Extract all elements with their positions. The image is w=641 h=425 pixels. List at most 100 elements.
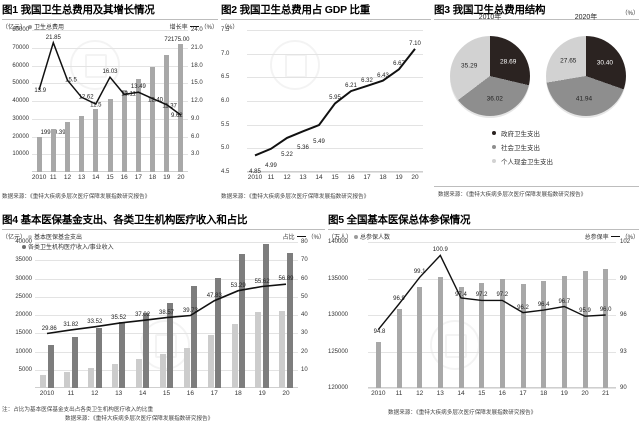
y-axis-label-left: 130000: [328, 312, 349, 318]
figure-3-legend-label: 个人现金卫生支出: [501, 159, 553, 166]
bar-medical-income: [95, 327, 102, 388]
line-value-label: 100.9: [432, 247, 448, 254]
y-axis-label-right: 3.0: [191, 151, 200, 158]
x-axis-tick: 20: [411, 174, 419, 181]
line-value-label: 38.57: [158, 309, 175, 316]
figure-4-legend-dark-label: 各类卫生机构医疗收入/事业收入: [28, 245, 114, 251]
bar: [93, 109, 99, 172]
x-axis-tick: 15: [331, 174, 339, 181]
y-axis-label-right: 60: [301, 275, 308, 282]
x-axis-tick: 18: [234, 390, 242, 397]
bar-insured-count: [437, 277, 443, 388]
bar-swatch-light-icon: [28, 234, 33, 239]
figure-1-legend-left: （亿元） 卫生总费用: [2, 22, 64, 31]
line-value-label: 4.85: [249, 169, 261, 176]
figure-1-left-unit: （亿元）: [2, 25, 27, 31]
line-value-label: 4.99: [265, 162, 277, 169]
x-axis-tick: 19: [395, 174, 403, 181]
legend-swatch-icon: [492, 159, 496, 163]
figure-1-right-unit: （%）: [200, 25, 218, 31]
x-axis-tick: 14: [138, 390, 147, 397]
line-value-label: 5.49: [313, 139, 325, 146]
line-value-label: 15.5: [65, 77, 77, 84]
gridline: [32, 47, 188, 49]
bar-medical-income: [71, 337, 78, 388]
pie-slice-value: 28.69: [500, 58, 517, 66]
share-ratio-line: [46, 283, 287, 335]
y-axis-label-right: 9.0: [191, 115, 200, 122]
divider: [2, 19, 218, 20]
figure-5-right-unit: （%）: [621, 235, 639, 241]
line-value-label: 95.9: [579, 308, 591, 315]
figure-4-source: 数据来源：《重特大疾病多层次医疗保障发展指数研究报告》: [65, 416, 214, 422]
x-axis-tick: 16: [186, 390, 195, 397]
bar: [65, 122, 70, 172]
x-axis-tick: 11: [49, 174, 57, 181]
figure-4-right-unit: （%）: [307, 235, 325, 241]
x-axis-tick: 11: [267, 174, 275, 181]
line-value-label: 6.67: [393, 61, 405, 68]
x-axis-tick: 20: [177, 174, 185, 181]
bar-insured-count: [603, 269, 609, 388]
x-axis-tick: 14: [457, 390, 465, 397]
bar-medical-income: [262, 243, 269, 388]
divider: [221, 19, 431, 20]
line-value-label: 33.52: [87, 318, 103, 325]
gridline: [368, 388, 616, 389]
y-axis-label-right: 6.0: [191, 133, 200, 140]
x-axis-tick: 2010: [371, 390, 386, 397]
line-value-label: 39.73: [182, 307, 198, 314]
y-axis-label-left: 5000: [18, 366, 32, 373]
pie-year-label: 2010年: [478, 14, 502, 21]
divider: [2, 229, 325, 230]
figure-5-plot: 140000 102 135000 99 130000 96 125000 93 120000 9…: [328, 239, 630, 397]
y-axis-label-left: 80000: [12, 27, 29, 33]
x-axis-tick: 2010: [247, 174, 263, 181]
x-axis-tick: 11: [67, 390, 75, 397]
x-axis-tick: 17: [363, 174, 371, 181]
gridline: [368, 242, 616, 243]
y-axis-label-right: 96: [620, 312, 627, 318]
gridline: [32, 30, 188, 31]
gridline: [247, 124, 423, 126]
y-axis-label-left: 30000: [12, 115, 29, 122]
figure-1-title: 图1 我国卫生总费用及其增长情况: [2, 4, 155, 16]
insurance-rate-line: [377, 254, 606, 331]
line-value-label: 13.49: [130, 84, 146, 91]
figure-3-legend-item: 政府卫生支出: [492, 128, 540, 138]
line-value-label: 97.2: [475, 292, 488, 299]
gridline: [247, 53, 423, 55]
gridline: [247, 172, 423, 173]
divider: [434, 19, 639, 20]
bar: [121, 89, 127, 172]
figure-1-legend-right: 增长率 （%）: [170, 22, 218, 31]
figure-2-title: 图2 我国卫生总费用占 GDP 比重: [221, 4, 371, 16]
bar-insured-count: [458, 287, 464, 388]
x-axis-line: [368, 387, 616, 388]
figure-3-unit: （%）: [621, 11, 639, 17]
figure-3-legend-label: 社会卫生支出: [501, 145, 540, 152]
figure-4-plot: 40000 80 35000 70 30000 60 25000 50 20000 40 15000…: [15, 239, 307, 397]
y-axis-label-right: 90: [620, 385, 627, 391]
y-axis-label-right: 99: [620, 275, 627, 282]
figure-2-source: 数据来源：《重特大疾病多层次医疗保障发展指数研究报告》: [221, 194, 370, 200]
figure-5-legend-left: （万人） 总参保人数: [328, 232, 390, 241]
y-axis-label-right: 24.0: [191, 27, 203, 33]
figure-4-legend-line-label: 占比: [282, 235, 295, 241]
bar-medical-income: [143, 312, 150, 388]
y-axis-label-left: 120000: [328, 385, 349, 391]
figure-3-legend-item: 社会卫生支出: [492, 142, 540, 152]
line-swatch-icon: [189, 25, 199, 28]
figure-4-legend-dark: 各类卫生机构医疗收入/事业收入: [2, 242, 114, 251]
y-axis-label-right: 15.0: [191, 80, 203, 87]
bar-insured-count: [499, 279, 505, 388]
line-value-label: 29.86: [41, 325, 57, 332]
y-axis-label-left: 40000: [12, 98, 29, 104]
line-value-label: 9.62: [170, 113, 183, 120]
bar-insured-count: [541, 281, 547, 388]
x-axis-tick: 15: [162, 390, 171, 397]
gridline: [247, 148, 423, 150]
figure-2-panel: 图2 我国卫生总费用占 GDP 比重 （%） 7.5 7.0 6.5 6.0 5.5 5.…: [221, 2, 431, 207]
bar-swatch-dark-icon: [22, 244, 26, 249]
figure-3-legend-label: 政府卫生支出: [501, 131, 540, 138]
